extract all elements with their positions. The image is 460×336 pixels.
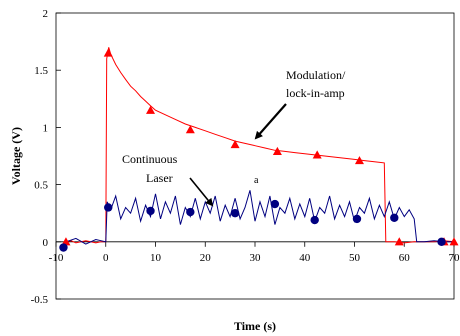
data-point-circle — [270, 199, 280, 209]
x-tick-label: 10 — [150, 252, 162, 264]
data-point-circle — [230, 209, 240, 218]
annotation-modulation-line2: lock-in-amp — [286, 86, 345, 100]
annotation-laser-line2: Laser — [146, 171, 173, 185]
y-tick-label: -0.5 — [31, 294, 49, 306]
y-tick-label: 0.5 — [34, 180, 48, 192]
y-tick-label: 1 — [43, 122, 49, 134]
annotation-a: a — [254, 175, 259, 186]
annotation-laser-line1: Continuous — [122, 152, 178, 166]
annotation-modulation-line1: Modulation/ — [286, 68, 346, 82]
data-point-circle — [59, 243, 68, 252]
data-point-triangle — [394, 237, 404, 246]
data-point-circle — [146, 206, 155, 216]
series-layer — [65, 47, 455, 245]
data-point-triangle — [185, 125, 195, 134]
annotation-layer: Modulation/ lock-in-amp Continuous Laser… — [122, 68, 346, 207]
x-tick-label: 0 — [103, 252, 109, 264]
x-tick-label: -10 — [49, 252, 64, 264]
plot-area — [55, 12, 455, 300]
data-point-circle — [437, 237, 446, 246]
x-tick-label: 30 — [250, 252, 262, 264]
x-tick-label: 60 — [399, 252, 411, 264]
series-line-0 — [65, 47, 455, 244]
data-point-triangle — [354, 156, 364, 165]
x-tick-label: 40 — [299, 252, 311, 264]
arrow-modulation — [254, 103, 287, 140]
data-point-circle — [352, 214, 362, 224]
data-point-circle — [104, 203, 113, 212]
x-tick-label: 20 — [200, 252, 212, 264]
data-point-triangle — [146, 105, 156, 114]
y-tick-label: 1.5 — [34, 65, 48, 77]
y-axis: -0.5 0 0.5 1 1.5 2 — [31, 8, 61, 306]
x-tick-label: 50 — [349, 252, 361, 264]
arrow-laser — [189, 177, 214, 207]
data-point-triangle — [103, 48, 113, 57]
x-axis-label: Time (s) — [234, 319, 276, 333]
data-point-triangle — [230, 140, 240, 149]
data-point-circle — [390, 213, 399, 222]
data-point-triangle — [449, 237, 459, 246]
series-line-1 — [65, 190, 454, 245]
marker-layer — [59, 48, 459, 252]
y-tick-label: 0 — [43, 237, 49, 249]
x-axis: -10 0 10 20 30 40 50 60 70 — [49, 241, 460, 264]
x-tick-label: 70 — [449, 252, 460, 264]
y-axis-label: Voltage (V) — [9, 127, 23, 185]
y-tick-label: 2 — [43, 8, 49, 20]
data-point-triangle — [272, 146, 282, 156]
data-point-circle — [310, 215, 319, 225]
data-point-triangle — [312, 150, 322, 159]
data-point-circle — [186, 207, 195, 217]
